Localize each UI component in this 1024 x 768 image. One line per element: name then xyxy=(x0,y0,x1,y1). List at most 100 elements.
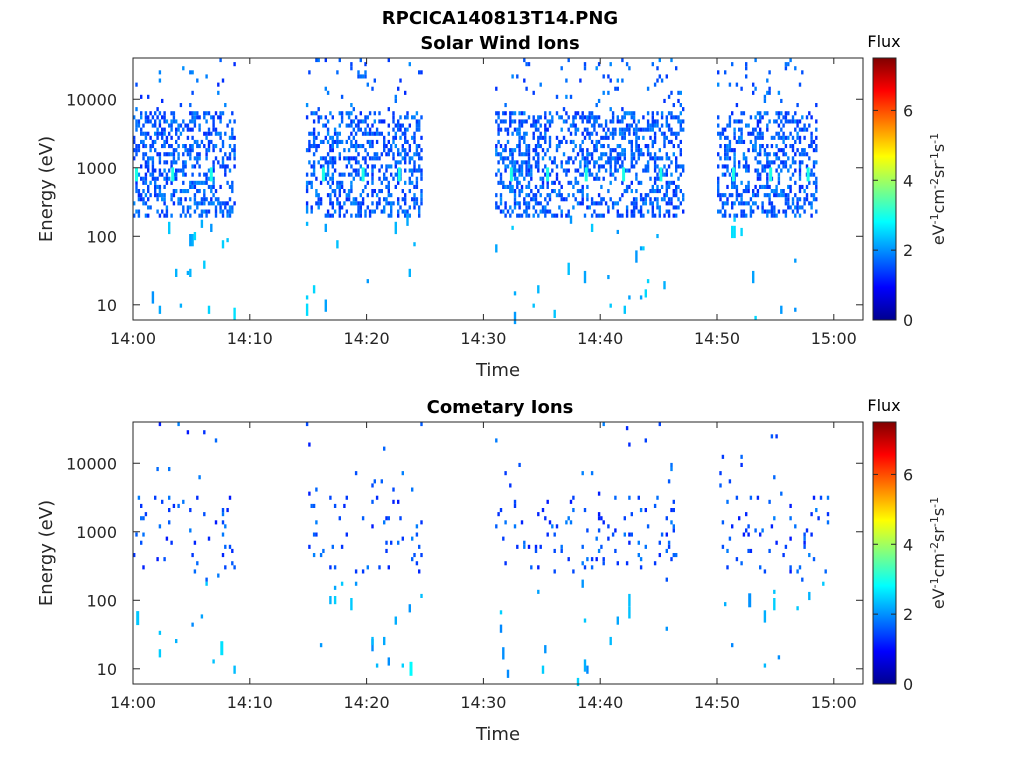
spectrogram-cell xyxy=(742,111,746,116)
spectrogram-cell xyxy=(196,201,199,206)
spectrogram-cell xyxy=(154,189,157,194)
spectrogram-cell xyxy=(635,123,638,128)
spectrogram-cell xyxy=(773,475,776,480)
spectrogram-cell xyxy=(726,164,729,169)
spectrogram-cell xyxy=(156,557,159,562)
spectrogram-cell xyxy=(336,131,339,136)
spectrogram-cell xyxy=(368,139,372,144)
spectrogram-cell xyxy=(544,209,547,214)
spectrogram-cell xyxy=(315,520,318,525)
spectrogram-cell xyxy=(553,156,556,161)
spectrogram-cell xyxy=(672,528,675,533)
spectrogram-cell xyxy=(310,111,313,116)
spectrogram-cell xyxy=(161,172,164,177)
spectrogram-cell xyxy=(646,152,650,157)
spectrogram-cell xyxy=(735,193,739,198)
spectrogram-cell xyxy=(604,160,608,165)
spectrogram-cell xyxy=(721,127,725,132)
spectrogram-cell xyxy=(537,189,540,194)
spectrogram-cell xyxy=(147,115,150,120)
spectrogram-cell xyxy=(635,160,638,165)
spectrogram-cell xyxy=(513,164,517,169)
spectrogram-cell xyxy=(623,111,626,116)
spectrogram-cell xyxy=(632,209,636,214)
spectrogram-cell xyxy=(322,156,325,161)
spectrogram-cell xyxy=(815,103,818,108)
spectrogram-cell xyxy=(780,135,783,140)
spectrogram-cell xyxy=(581,131,584,136)
spectrogram-cell xyxy=(544,111,547,116)
spectrogram-cell xyxy=(728,115,732,120)
spectrogram-cell xyxy=(221,240,225,249)
spectrogram-cell xyxy=(383,176,386,181)
spectrogram-cell xyxy=(357,160,360,165)
spectrogram-cell xyxy=(586,131,589,136)
spectrogram-cell xyxy=(198,172,201,177)
spectrogram-cell xyxy=(768,152,771,157)
spectrogram-cell xyxy=(794,119,797,124)
band-peak xyxy=(136,611,140,626)
spectrogram-cell xyxy=(497,168,500,173)
spectrogram-cell xyxy=(782,139,785,144)
spectrogram-cell xyxy=(392,139,395,144)
spectrogram-cell xyxy=(653,213,657,218)
spectrogram-cell xyxy=(140,176,143,181)
spectrogram-cell xyxy=(567,58,570,63)
spectrogram-cell xyxy=(411,115,414,120)
spectrogram-cell xyxy=(665,193,668,198)
spectrogram-cell xyxy=(371,176,374,181)
spectrogram-cell xyxy=(600,164,603,169)
spectrogram-cell xyxy=(329,176,332,181)
spectrogram-cell xyxy=(375,127,379,132)
spectrogram-cell xyxy=(593,127,596,132)
spectrogram-cell xyxy=(418,156,421,161)
spectrogram-cell xyxy=(371,189,374,194)
spectrogram-cell xyxy=(534,127,538,132)
spectrogram-cell xyxy=(616,160,619,165)
spectrogram-cell xyxy=(401,663,404,668)
spectrogram-cell xyxy=(808,111,811,116)
spectrogram-cell xyxy=(537,135,540,140)
spectrogram-cell xyxy=(812,180,816,185)
spectrogram-cell xyxy=(207,144,211,149)
spectrogram-cell xyxy=(649,135,652,140)
spectrogram-cell xyxy=(812,197,816,202)
spectrogram-cell xyxy=(579,115,582,120)
spectrogram-cell xyxy=(581,193,584,198)
spectrogram-cell xyxy=(401,131,404,136)
spectrogram-cell xyxy=(364,119,367,124)
spectrogram-cell xyxy=(161,98,164,103)
spectrogram-cell xyxy=(532,193,535,198)
spectrogram-cell xyxy=(207,127,211,132)
spectrogram-cell xyxy=(810,144,813,149)
spectrogram-cell xyxy=(495,152,498,157)
spectrogram-cell xyxy=(404,180,407,185)
spectrogram-cell xyxy=(231,184,234,189)
spectrogram-cell xyxy=(590,172,594,177)
spectrogram-cell xyxy=(761,205,764,210)
spectrogram-cell xyxy=(509,213,512,218)
spectrogram-cell xyxy=(761,131,764,136)
spectrogram-cell xyxy=(534,197,538,202)
spectrogram-cell xyxy=(670,201,673,206)
spectrogram-cell xyxy=(205,209,208,214)
spectrogram-cell xyxy=(583,115,587,120)
spectrogram-cell xyxy=(588,135,591,140)
spectrogram-cell xyxy=(350,164,353,169)
spectrogram-cell xyxy=(798,160,802,165)
spectrogram-cell xyxy=(798,205,802,210)
spectrogram-cell xyxy=(219,201,222,206)
spectrogram-cell xyxy=(616,561,619,566)
spectrogram-cell xyxy=(340,180,344,185)
spectrogram-cell xyxy=(392,119,395,124)
spectrogram-cell xyxy=(530,189,533,194)
spectrogram-cell xyxy=(632,164,636,169)
spectrogram-cell xyxy=(420,156,423,161)
spectrogram-cell xyxy=(731,184,734,189)
spectrogram-cell xyxy=(506,131,510,136)
spectrogram-cell xyxy=(329,144,332,149)
spectrogram-cell xyxy=(420,520,423,525)
spectrogram-cell xyxy=(350,119,353,124)
spectrogram-cell xyxy=(408,156,411,161)
spectrogram-cell xyxy=(361,119,365,124)
